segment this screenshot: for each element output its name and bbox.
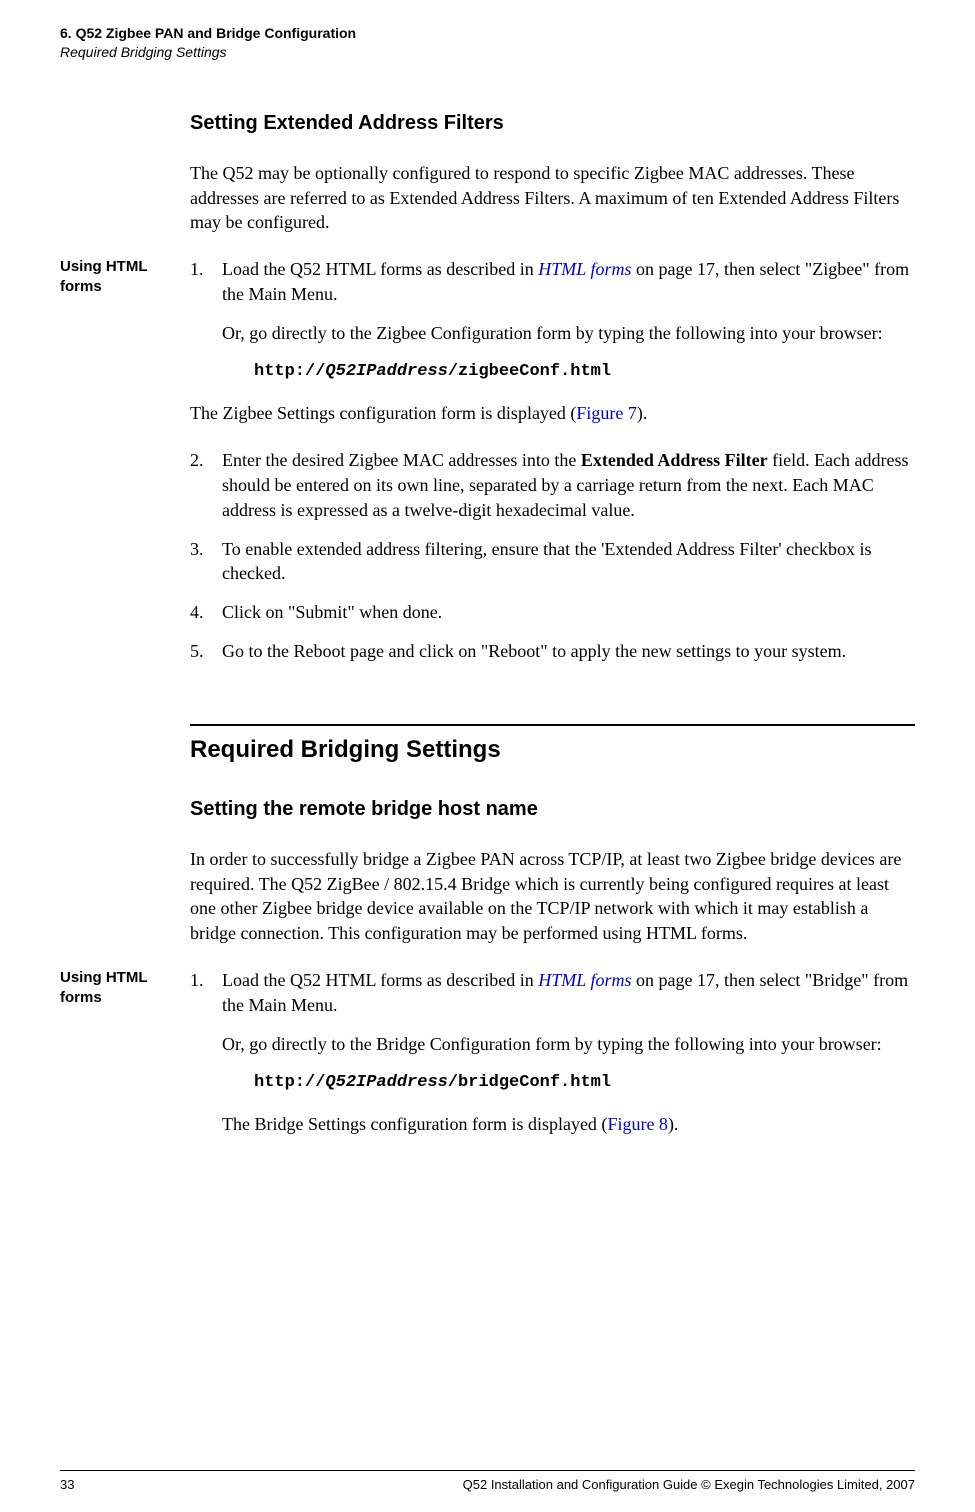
link-figure-8[interactable]: Figure 8	[607, 1114, 668, 1134]
step-1-1-a: Load the Q52 HTML forms as described in	[222, 259, 538, 279]
bridge-form-b: ).	[668, 1114, 679, 1134]
footer-page-number: 33	[60, 1477, 74, 1492]
header-section: Required Bridging Settings	[60, 43, 915, 62]
code-mid-1: Q52IPaddress	[325, 362, 447, 381]
bridge-form-displayed: The Bridge Settings configuration form i…	[222, 1112, 915, 1137]
page-header: 6. Q52 Zigbee PAN and Bridge Configurati…	[60, 24, 915, 62]
step-1-1: Load the Q52 HTML forms as described in …	[190, 257, 915, 383]
heading-remote-bridge-host: Setting the remote bridge host name	[190, 798, 915, 821]
content-area: Setting Extended Address Filters The Q52…	[190, 112, 915, 1137]
zigbee-form-a: The Zigbee Settings configuration form i…	[190, 403, 576, 423]
side-label-html-forms-2: Using HTML forms	[60, 968, 175, 1007]
section-1-steps: Using HTML forms Load the Q52 HTML forms…	[190, 257, 915, 664]
page: 6. Q52 Zigbee PAN and Bridge Configurati…	[0, 0, 975, 1512]
zigbee-form-displayed: The Zigbee Settings configuration form i…	[190, 401, 915, 426]
code-post-1: /zigbeeConf.html	[448, 362, 611, 381]
zigbee-form-b: ).	[637, 403, 648, 423]
steps-list-1b: Enter the desired Zigbee MAC addresses i…	[190, 448, 915, 664]
code-post-2: /bridgeConf.html	[448, 1073, 611, 1092]
step-2-1: Load the Q52 HTML forms as described in …	[190, 968, 915, 1137]
link-html-forms-2[interactable]: HTML forms	[538, 970, 631, 990]
page-footer: 33 Q52 Installation and Configuration Gu…	[60, 1470, 915, 1492]
step-1-4: Click on "Submit" when done.	[190, 600, 915, 625]
code-pre-2: http://	[254, 1073, 325, 1092]
code-pre-1: http://	[254, 362, 325, 381]
step-1-2: Enter the desired Zigbee MAC addresses i…	[190, 448, 915, 522]
bridge-form-a: The Bridge Settings configuration form i…	[222, 1114, 607, 1134]
step-1-3: To enable extended address filtering, en…	[190, 537, 915, 587]
code-zigbee-url: http://Q52IPaddress/zigbeeConf.html	[254, 360, 915, 383]
steps-list-1: Load the Q52 HTML forms as described in …	[190, 257, 915, 383]
code-bridge-url: http://Q52IPaddress/bridgeConf.html	[254, 1071, 915, 1094]
step-1-5: Go to the Reboot page and click on "Rebo…	[190, 639, 915, 664]
step-2-1-a: Load the Q52 HTML forms as described in	[222, 970, 538, 990]
link-figure-7[interactable]: Figure 7	[576, 403, 637, 423]
side-label-html-forms-1: Using HTML forms	[60, 257, 175, 296]
heading-required-bridging: Required Bridging Settings	[190, 724, 915, 764]
steps-list-2: Load the Q52 HTML forms as described in …	[190, 968, 915, 1137]
step-2-1-sub: Or, go directly to the Bridge Configurat…	[222, 1032, 915, 1057]
section-2-steps: Using HTML forms Load the Q52 HTML forms…	[190, 968, 915, 1137]
footer-text: Q52 Installation and Configuration Guide…	[463, 1477, 915, 1492]
link-html-forms-1[interactable]: HTML forms	[538, 259, 631, 279]
code-mid-2: Q52IPaddress	[325, 1073, 447, 1092]
step-1-2-a: Enter the desired Zigbee MAC addresses i…	[222, 450, 581, 470]
intro-paragraph-2: In order to successfully bridge a Zigbee…	[190, 847, 915, 946]
step-1-1-sub: Or, go directly to the Zigbee Configurat…	[222, 321, 915, 346]
step-1-2-bold: Extended Address Filter	[581, 450, 768, 470]
heading-ext-addr-filters: Setting Extended Address Filters	[190, 112, 915, 135]
header-chapter: 6. Q52 Zigbee PAN and Bridge Configurati…	[60, 24, 915, 43]
intro-paragraph-1: The Q52 may be optionally configured to …	[190, 161, 915, 235]
